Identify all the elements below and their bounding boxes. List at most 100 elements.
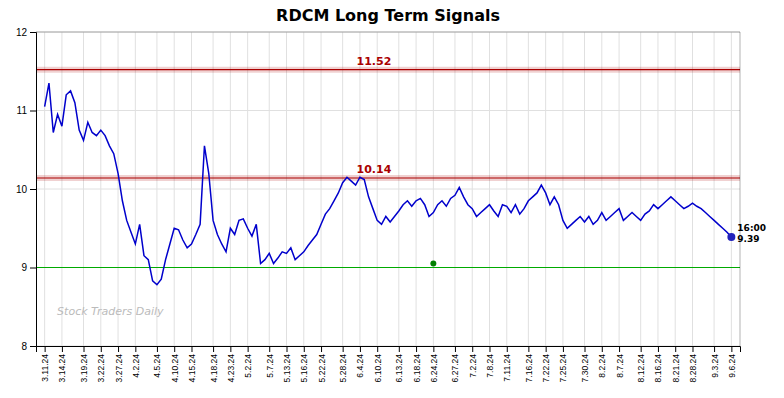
x-tick: 7.11.24	[502, 346, 512, 382]
x-tick-label: 4.23.24	[226, 354, 236, 383]
x-tick: 3.11.24	[40, 346, 50, 382]
x-tick: 9.3.24	[710, 346, 720, 378]
grid-line	[657, 32, 658, 346]
grid	[36, 32, 740, 346]
grid-line	[83, 32, 84, 346]
y-tick-label: 8	[21, 341, 27, 352]
x-tick: 7.30.24	[580, 346, 590, 382]
x-tick-mark	[489, 346, 490, 352]
x-tick: 7.25.24	[558, 346, 568, 382]
y-tick: 9	[21, 262, 36, 273]
grid-line	[36, 189, 740, 190]
frame	[36, 32, 740, 33]
price-line	[45, 83, 732, 285]
x-tick-label: 4.10.24	[170, 354, 180, 383]
x-tick: 4.23.24	[226, 346, 236, 382]
x-tick-mark	[62, 346, 63, 352]
x-tick-label: 3.22.24	[96, 354, 106, 383]
x-tick-label: 6.18.24	[412, 354, 422, 383]
x-tick-mark	[360, 346, 361, 352]
x-tick-label: 6.10.24	[373, 354, 383, 383]
y-tick-mark	[30, 268, 36, 269]
x-tick-label: 8.7.24	[615, 354, 625, 378]
grid-line	[303, 32, 304, 346]
grid-line	[247, 32, 248, 346]
x-tick-mark	[731, 346, 732, 352]
grid-line	[416, 32, 417, 346]
signal-dot	[430, 261, 436, 267]
x-axis: 3.11.243.14.243.19.243.22.243.27.244.2.2…	[37, 346, 741, 382]
x-tick-label: 4.2.24	[131, 354, 141, 378]
x-tick: 6.24.24	[429, 346, 439, 382]
x-tick-mark	[399, 346, 400, 352]
grid-line	[528, 32, 529, 346]
title: RDCM Long Term Signals	[276, 6, 500, 25]
grid-line	[640, 32, 641, 346]
x-tick-mark	[433, 346, 434, 352]
x-tick-label: 5.28.24	[338, 354, 348, 383]
grid-line	[61, 32, 62, 346]
x-tick-mark	[714, 346, 715, 352]
x-tick: 7.16.24	[524, 346, 534, 382]
reference-label: 10.14	[357, 163, 392, 176]
grid-line	[692, 32, 693, 346]
x-tick-label: 6.27.24	[450, 354, 460, 383]
x-tick-mark	[416, 346, 417, 352]
grid-line	[433, 32, 434, 346]
y-axis-line	[30, 33, 37, 347]
x-tick-label: 5.7.24	[265, 354, 275, 378]
x-tick-label: 7.11.24	[502, 354, 512, 382]
y-tick-mark	[30, 111, 36, 112]
grid-line	[286, 32, 287, 346]
grid-line	[584, 32, 585, 346]
grid-line	[342, 32, 343, 346]
x-tick: 5.13.24	[282, 346, 292, 382]
x-tick: 4.10.24	[170, 346, 180, 382]
x-tick: 6.4.24	[355, 346, 365, 378]
y-tick: 10	[16, 184, 36, 195]
x-tick-mark	[174, 346, 175, 352]
grid-line	[191, 32, 192, 346]
x-tick-label: 7.2.24	[468, 354, 478, 378]
y-tick: 12	[16, 27, 36, 38]
x-tick: 5.28.24	[338, 346, 348, 382]
x-tick-label: 8.28.24	[688, 354, 698, 383]
grid-line	[156, 32, 157, 346]
x-tick-mark	[213, 346, 214, 352]
x-tick: 8.7.24	[615, 346, 625, 378]
x-tick-mark	[101, 346, 102, 352]
reference-line	[36, 69, 740, 70]
reference-label: 11.52	[357, 55, 392, 68]
x-tick-mark	[230, 346, 231, 352]
reference-line	[36, 177, 740, 178]
x-tick-mark	[321, 346, 322, 352]
x-tick: 9.6.24	[727, 346, 737, 378]
grid-line	[213, 32, 214, 346]
grid-line	[619, 32, 620, 346]
grid-line	[269, 32, 270, 346]
x-tick-label: 7.30.24	[580, 354, 590, 383]
plot-area	[36, 70, 740, 285]
x-tick-mark	[546, 346, 547, 352]
y-tick-mark	[30, 346, 36, 347]
x-tick-label: 5.13.24	[282, 354, 292, 383]
y-tick: 8	[21, 341, 36, 352]
grid-line	[562, 32, 563, 346]
x-tick-mark	[157, 346, 158, 352]
x-tick-label: 7.22.24	[541, 354, 551, 383]
x-tick-mark	[455, 346, 456, 352]
x-tick-mark	[248, 346, 249, 352]
x-tick: 5.16.24	[299, 346, 309, 382]
frame	[740, 32, 741, 346]
grid-line	[44, 32, 45, 346]
x-tick: 7.8.24	[485, 346, 495, 378]
y-tick-label: 9	[21, 262, 27, 273]
x-tick: 6.27.24	[450, 346, 460, 382]
grid-line	[321, 32, 322, 346]
grid-line	[472, 32, 473, 346]
chart: 891011123.11.243.14.243.19.243.22.243.27…	[0, 0, 784, 398]
y-axis: 89101112	[16, 27, 37, 352]
x-tick-label: 5.16.24	[299, 354, 309, 383]
grid-line	[398, 32, 399, 346]
x-axis-line	[37, 347, 741, 353]
